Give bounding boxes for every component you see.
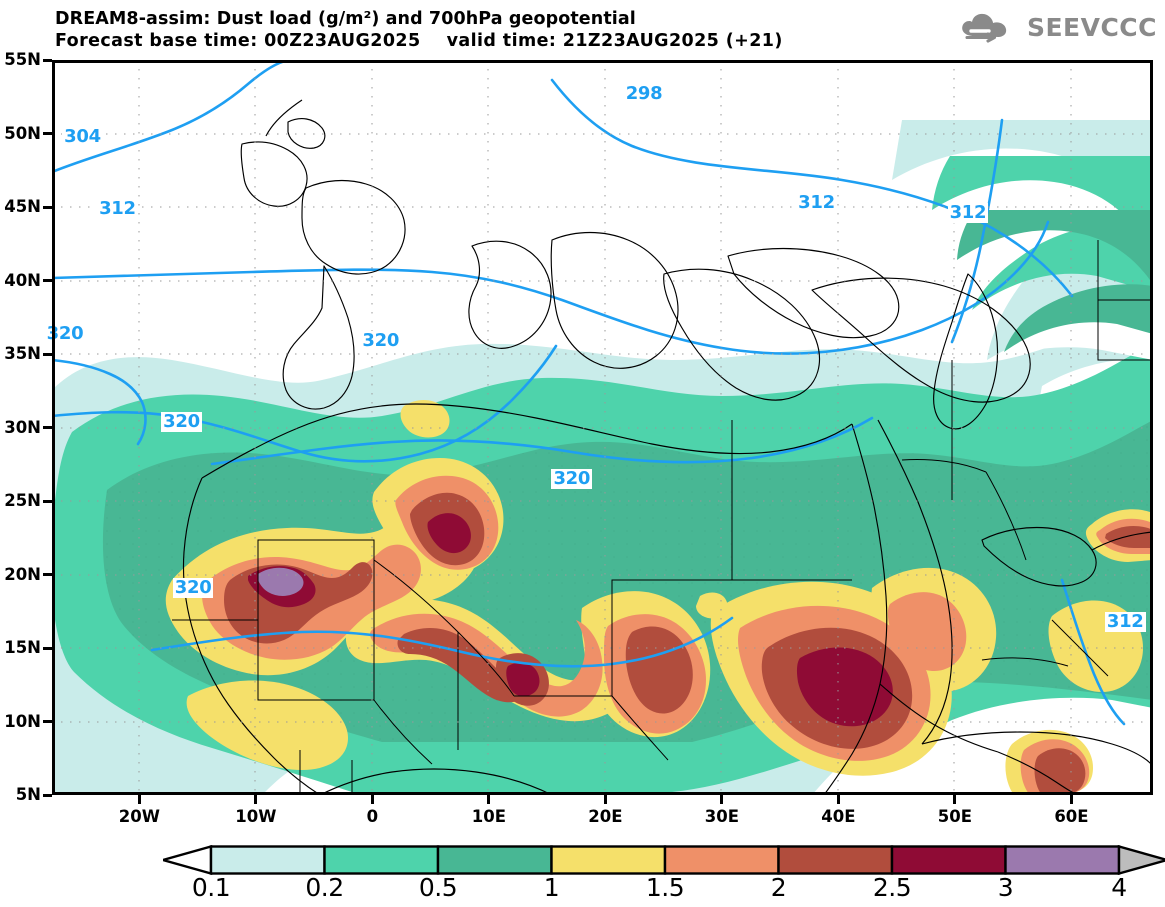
contour-label-320-4: 320 [44,322,86,344]
longitude-tick-0 [370,795,374,804]
latitude-label-35N: 35N [4,344,41,363]
colorbar-cell-1 [209,845,326,875]
longitude-tick-20E [603,795,607,804]
colorbar-label-0.1: 0.1 [191,873,231,902]
latitude-tick-35N [43,352,52,356]
longitude-label-50E: 50E [937,807,973,826]
longitude-label-30E: 30E [704,807,740,826]
contour-label-312-1: 312 [97,197,138,219]
colorbar-label-1: 1 [543,873,560,902]
colorbar-swatches [163,845,1165,875]
longitude-tick-10E [487,795,491,804]
longitude-label-10W: 10W [235,807,277,826]
seevccc-logo: SEEVCCC [958,10,1157,44]
logo-text: SEEVCCC [1026,12,1157,42]
latitude-label-40N: 40N [4,270,41,290]
cloud-wind-icon [962,13,1007,43]
latitude-tick-45N [43,205,52,209]
longitude-tick-40E [836,795,840,804]
colorbar-cell-2 [323,845,440,875]
longitude-tick-50E [953,795,957,804]
latitude-tick-30N [43,426,52,429]
colorbar-over-arrow [1117,845,1165,875]
longitude-label-40E: 40E [821,807,856,826]
latitude-label-45N: 45N [4,197,41,216]
latitude-tick-55N [43,58,52,62]
latitude-label-20N: 20N [4,564,41,584]
contour-label-320-7: 320 [551,468,593,490]
latitude-label-50N: 50N [4,123,41,143]
colorbar-cell-5 [663,845,780,875]
longitude-label-0: 0 [366,807,379,826]
latitude-tick-5N [43,793,52,797]
page-title: DREAM8-assim: Dust load (g/m²) and 700hP… [55,9,636,29]
contour-label-312-3: 312 [796,192,837,214]
latitude-label-15N: 15N [4,638,41,657]
colorbar-cell-4 [550,845,667,875]
chart-title-block: DREAM8-assim: Dust load (g/m²) and 700hP… [55,8,1005,52]
map-gridlines [52,60,1153,795]
dust-load-map [52,60,1153,795]
latitude-tick-25N [43,499,52,503]
colorbar-label-0.5: 0.5 [418,873,458,902]
colorbar-cell-7 [890,845,1007,875]
longitude-label-20E: 20E [588,807,623,826]
contour-label-304-0: 304 [62,125,103,147]
colorbar-label-2.5: 2.5 [872,873,912,902]
latitude-tick-50N [43,132,52,135]
colorbar-label-1.5: 1.5 [645,873,685,902]
latitude-label-55N: 55N [4,50,41,69]
contour-label-312-10: 312 [1104,611,1146,632]
colorbar-label-2: 2 [770,873,787,902]
contour-label-320-6: 320 [161,411,202,433]
colorbar-label-3: 3 [997,873,1014,902]
contour-label-320-8: 320 [172,577,214,599]
colorbar-cell-6 [777,845,894,875]
colorbar-under-arrow [163,845,213,875]
colorbar-label-0.2: 0.2 [305,873,344,902]
longitude-tick-60E [1069,795,1073,804]
longitude-tick-10W [254,795,258,804]
latitude-label-10N: 10N [4,711,41,731]
latitude-label-5N: 5N [15,785,41,804]
latitude-tick-40N [43,279,52,282]
longitude-label-10E: 10E [471,807,506,826]
map-country-borders [172,240,1153,795]
colorbar-cell-8 [1004,845,1121,875]
map-coastlines [182,99,1153,795]
latitude-tick-10N [43,720,52,723]
contour-label-320-5: 320 [360,330,402,352]
colorbar-label-4: 4 [1111,873,1127,902]
forecast-time-line: Forecast base time: 00Z23AUG2025 valid ti… [55,30,1005,52]
geopotential-contours [52,60,1126,726]
colorbar: 0.1 0.2 0.5 1 1.5 2 2.5 3 4 [163,845,1165,905]
colorbar-cell-3 [436,845,553,875]
latitude-label-30N: 30N [4,417,41,437]
longitude-tick-30E [720,795,724,804]
latitude-tick-15N [43,646,52,650]
latitude-label-25N: 25N [4,491,41,510]
latitude-tick-20N [43,573,52,576]
longitude-label-60E: 60E [1054,807,1089,826]
longitude-tick-20W [137,795,141,804]
longitude-label-20W: 20W [118,807,160,826]
forecast-valid-time: valid time: 21Z23AUG2025 (+21) [446,31,783,51]
map-plot-area: 304 312 298 312 320 320 320 320 320 312 312 [43,58,1153,804]
forecast-base-time: Forecast base time: 00Z23AUG2025 [55,31,421,51]
contour-label-298-2: 298 [623,83,665,105]
contour-label-312-9: 312 [947,202,989,224]
